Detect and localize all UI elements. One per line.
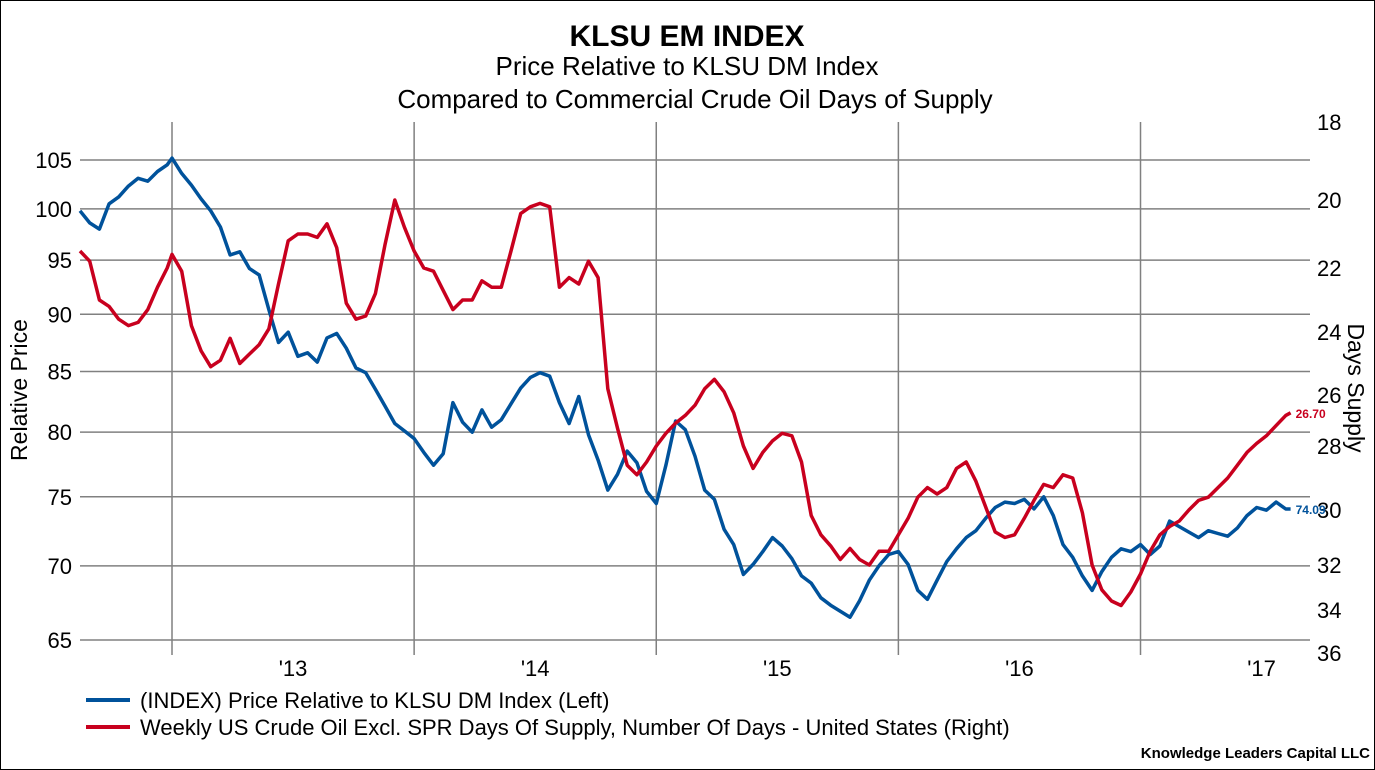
series-lines [78, 156, 1292, 619]
chart-title: KLSU EM INDEX [569, 20, 804, 53]
right-tick-label: 18 [1317, 110, 1341, 135]
left-tick-label: 95 [48, 248, 72, 273]
left-axis-label: Relative Price [6, 319, 32, 461]
left-tick-label: 105 [35, 148, 72, 173]
right-tick-label: 28 [1317, 434, 1341, 459]
oil-last-value-label: 26.70 [1296, 407, 1326, 421]
chart-subtitle-2: Compared to Commercial Crude Oil Days of… [397, 84, 992, 114]
gridlines [80, 122, 1310, 655]
right-tick-label: 32 [1317, 553, 1341, 578]
left-tick-label: 75 [48, 485, 72, 510]
index-last-value-label: 74.09 [1296, 503, 1326, 517]
end-value-labels: 74.09 26.70 [1296, 407, 1326, 517]
chart-subtitle-1: Price Relative to KLSU DM Index [496, 51, 879, 81]
left-axis-ticks: 65 70 75 80 85 90 95 100 105 [35, 148, 72, 653]
x-tick-label: '15 [763, 656, 792, 681]
source-credit: Knowledge Leaders Capital LLC [1141, 745, 1370, 762]
right-axis-ticks: 18 20 22 24 26 28 30 32 34 36 [1317, 110, 1341, 666]
right-tick-label: 34 [1317, 598, 1341, 623]
x-tick-label: '16 [1005, 656, 1034, 681]
index-series-line [78, 156, 1291, 619]
left-tick-label: 65 [48, 628, 72, 653]
right-tick-label: 30 [1317, 498, 1341, 523]
right-tick-label: 24 [1317, 320, 1341, 345]
x-tick-label: '14 [521, 656, 550, 681]
x-tick-label: '13 [279, 656, 308, 681]
left-tick-label: 80 [48, 420, 72, 445]
left-tick-label: 100 [35, 197, 72, 222]
left-tick-label: 85 [48, 359, 72, 384]
right-tick-label: 22 [1317, 256, 1341, 281]
right-tick-label: 20 [1317, 188, 1341, 213]
right-tick-label: 26 [1317, 383, 1341, 408]
right-tick-label: 36 [1317, 641, 1341, 666]
left-tick-label: 70 [48, 554, 72, 579]
oil-days-series-line [78, 198, 1292, 608]
right-axis-label: Days Supply [1343, 323, 1369, 453]
legend: (INDEX) Price Relative to KLSU DM Index … [86, 688, 1010, 740]
legend-label-index: (INDEX) Price Relative to KLSU DM Index … [140, 688, 609, 713]
legend-label-oil: Weekly US Crude Oil Excl. SPR Days Of Su… [140, 715, 1010, 740]
x-axis-ticks: '13 '14 '15 '16 '17 [279, 656, 1276, 681]
left-tick-label: 90 [48, 302, 72, 327]
x-tick-label: '17 [1247, 656, 1276, 681]
